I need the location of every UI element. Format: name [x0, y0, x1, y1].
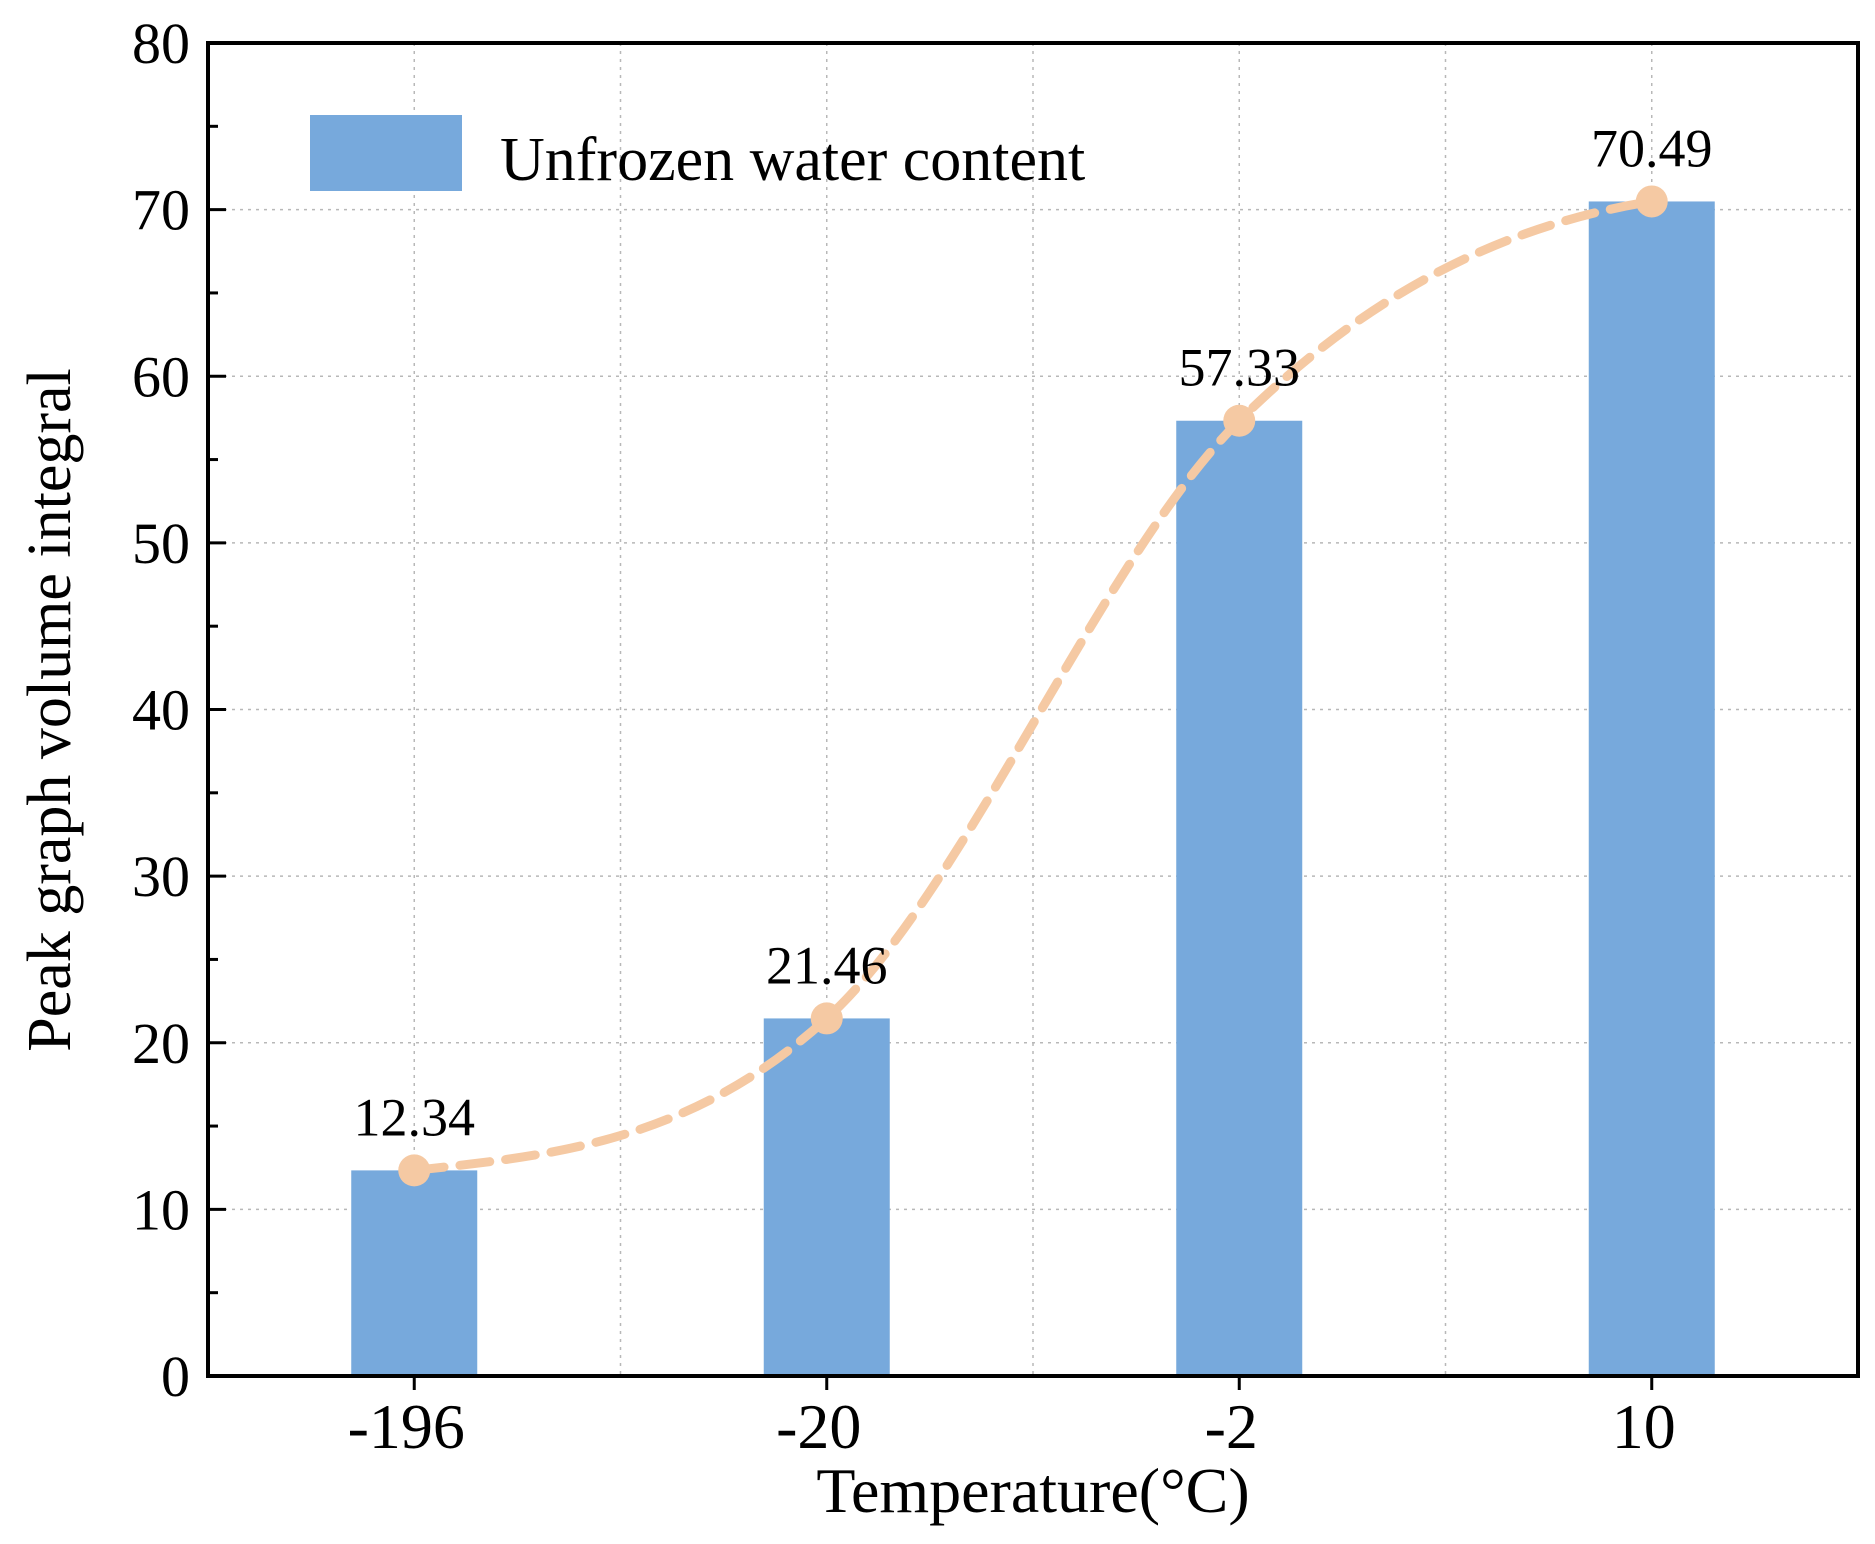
y-tick-label-7: 70 — [132, 178, 190, 243]
axis-layer: 0 10 20 30 40 50 60 70 80 -196 -20 -2 10 — [132, 11, 1676, 1462]
data-label-1: 21.46 — [766, 935, 888, 995]
trend-line — [409, 196, 1657, 1175]
data-label-layer: 12.34 21.46 57.33 70.49 — [354, 118, 1713, 1147]
y-axis-title: Peak graph volume integral — [16, 368, 84, 1052]
bar-layer — [351, 201, 1715, 1377]
trend-marker-2 — [1223, 404, 1256, 437]
trend-line-layer — [409, 196, 1657, 1175]
trend-marker-3 — [1635, 185, 1668, 218]
legend-label: Unfrozen water content — [500, 126, 1085, 194]
trend-marker-0 — [398, 1154, 431, 1187]
data-label-0: 12.34 — [354, 1087, 476, 1147]
marker-layer — [398, 185, 1668, 1187]
bar-1 — [763, 1018, 890, 1376]
x-tick-label-2: -2 — [1205, 1391, 1258, 1462]
y-tick-label-1: 10 — [132, 1177, 190, 1242]
y-tick-label-6: 60 — [132, 344, 190, 409]
x-tick-label-1: -20 — [776, 1391, 861, 1462]
y-tick-label-3: 30 — [132, 844, 190, 909]
bar-2 — [1176, 420, 1303, 1376]
legend: Unfrozen water content — [310, 115, 1085, 194]
y-tick-label-4: 40 — [132, 678, 190, 743]
trend-marker-1 — [810, 1002, 843, 1035]
y-tick-label-2: 20 — [132, 1011, 190, 1076]
legend-swatch — [310, 115, 462, 191]
data-label-2: 57.33 — [1179, 338, 1301, 398]
bar-0 — [351, 1170, 478, 1376]
y-tick-label-0: 0 — [161, 1344, 190, 1409]
x-tick-label-3: 10 — [1612, 1391, 1676, 1462]
data-label-3: 70.49 — [1591, 118, 1713, 178]
bar-3 — [1588, 201, 1715, 1377]
x-tick-label-0: -196 — [348, 1391, 465, 1462]
y-tick-label-8: 80 — [132, 11, 190, 76]
x-axis-title: Temperature(°C) — [816, 1455, 1249, 1526]
y-tick-label-5: 50 — [132, 511, 190, 576]
